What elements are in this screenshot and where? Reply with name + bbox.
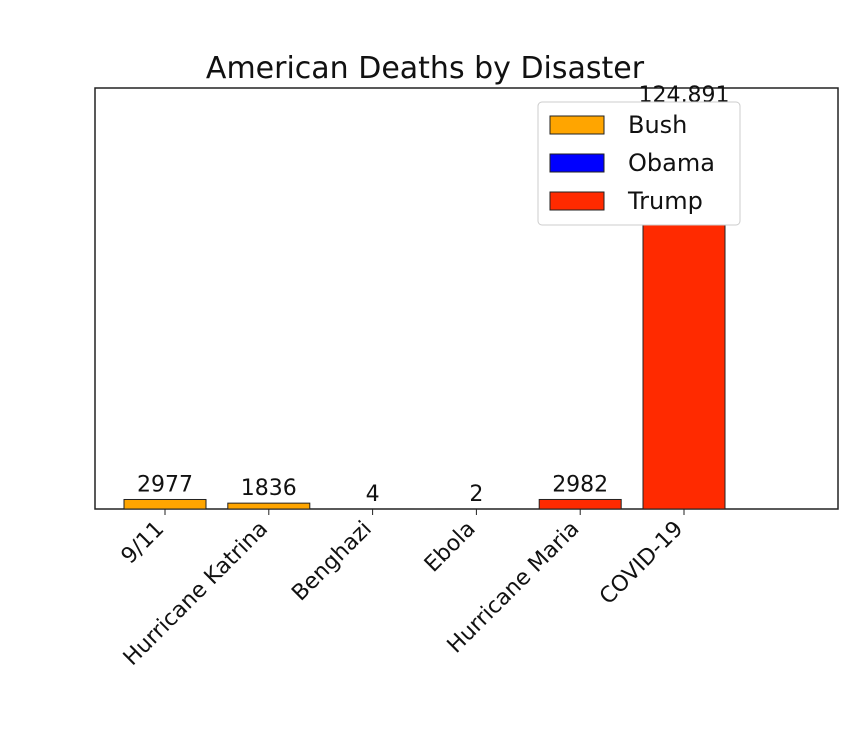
- value-label: 2: [469, 482, 483, 507]
- legend-swatch: [550, 154, 604, 172]
- legend-label: Obama: [628, 149, 715, 177]
- chart-title: American Deaths by Disaster: [206, 51, 645, 86]
- legend-label: Trump: [627, 187, 703, 215]
- bar: [539, 499, 621, 509]
- value-label: 4: [366, 482, 380, 507]
- value-label: 1836: [241, 476, 297, 501]
- legend-swatch: [550, 192, 604, 210]
- legend-swatch: [550, 116, 604, 134]
- bar: [124, 499, 206, 509]
- bar: [228, 503, 310, 509]
- value-label: 2977: [137, 472, 193, 497]
- value-label: 2982: [552, 472, 608, 497]
- legend-label: Bush: [628, 111, 687, 139]
